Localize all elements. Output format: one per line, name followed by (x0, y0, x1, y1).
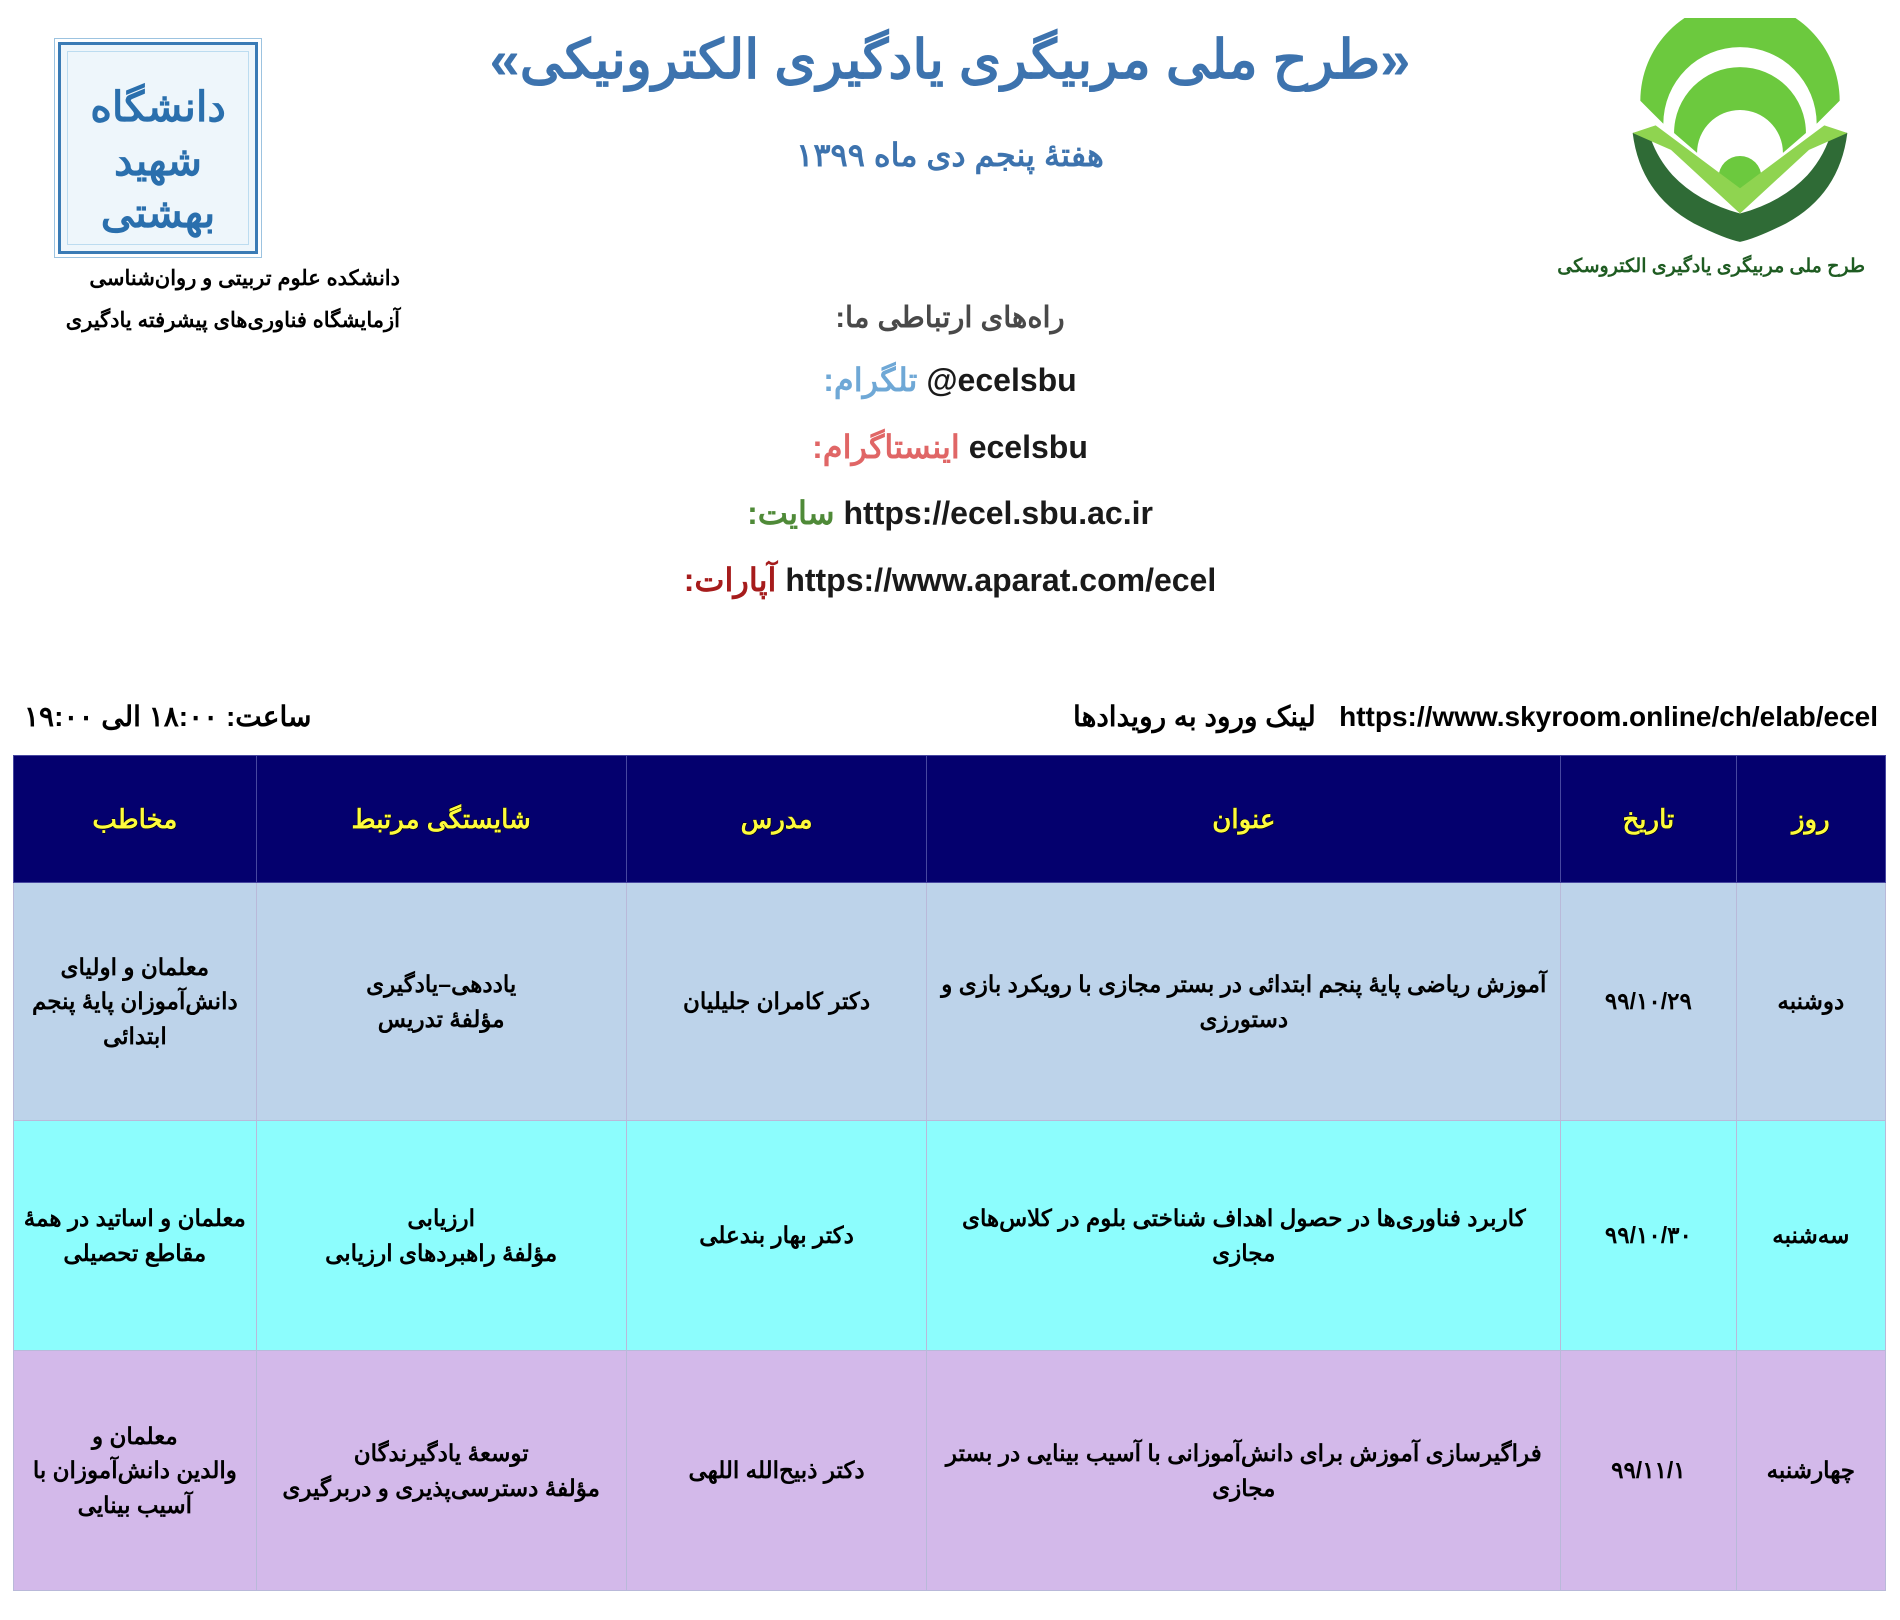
svg-text:دانشگاه: دانشگاه (90, 83, 226, 130)
svg-text:شهید: شهید (114, 138, 202, 186)
svg-text:بهشتی: بهشتی (101, 190, 216, 238)
